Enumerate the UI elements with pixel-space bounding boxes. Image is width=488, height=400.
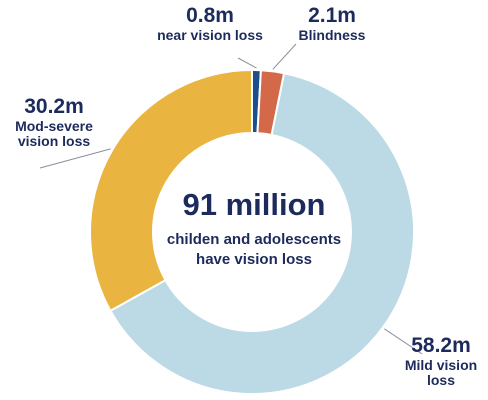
leader-line-1 xyxy=(272,43,297,70)
leader-line-0 xyxy=(237,57,257,69)
label-mild-vision-loss: 58.2m Mild vision loss xyxy=(396,334,486,389)
label-mod-severe-vision-loss: 30.2m Mod-severe vision loss xyxy=(4,95,104,150)
slice-name-label: Mod-severe vision loss xyxy=(15,117,93,150)
slice-value-label: 0.8m xyxy=(186,4,234,27)
leader-line-2 xyxy=(384,328,423,355)
center-summary: 91 million childen and adolescents have … xyxy=(154,187,354,271)
slice-value-label: 30.2m xyxy=(24,95,84,118)
slice-name-label: Mild vision loss xyxy=(404,356,478,389)
label-near-vision-loss: 0.8m near vision loss xyxy=(140,4,280,43)
label-blindness: 2.1m Blindness xyxy=(282,4,382,43)
center-value: 91 million xyxy=(182,187,326,222)
leader-line-3 xyxy=(39,148,111,169)
donut-slice-2 xyxy=(109,72,415,395)
slice-name-label: near vision loss xyxy=(157,26,263,43)
slice-value-label: 58.2m xyxy=(411,334,471,357)
donut-slice-3 xyxy=(89,68,253,313)
slice-name-label: Blindness xyxy=(298,26,366,43)
slice-value-label: 2.1m xyxy=(308,4,356,27)
center-text: childen and adolescents have vision loss xyxy=(166,231,342,269)
